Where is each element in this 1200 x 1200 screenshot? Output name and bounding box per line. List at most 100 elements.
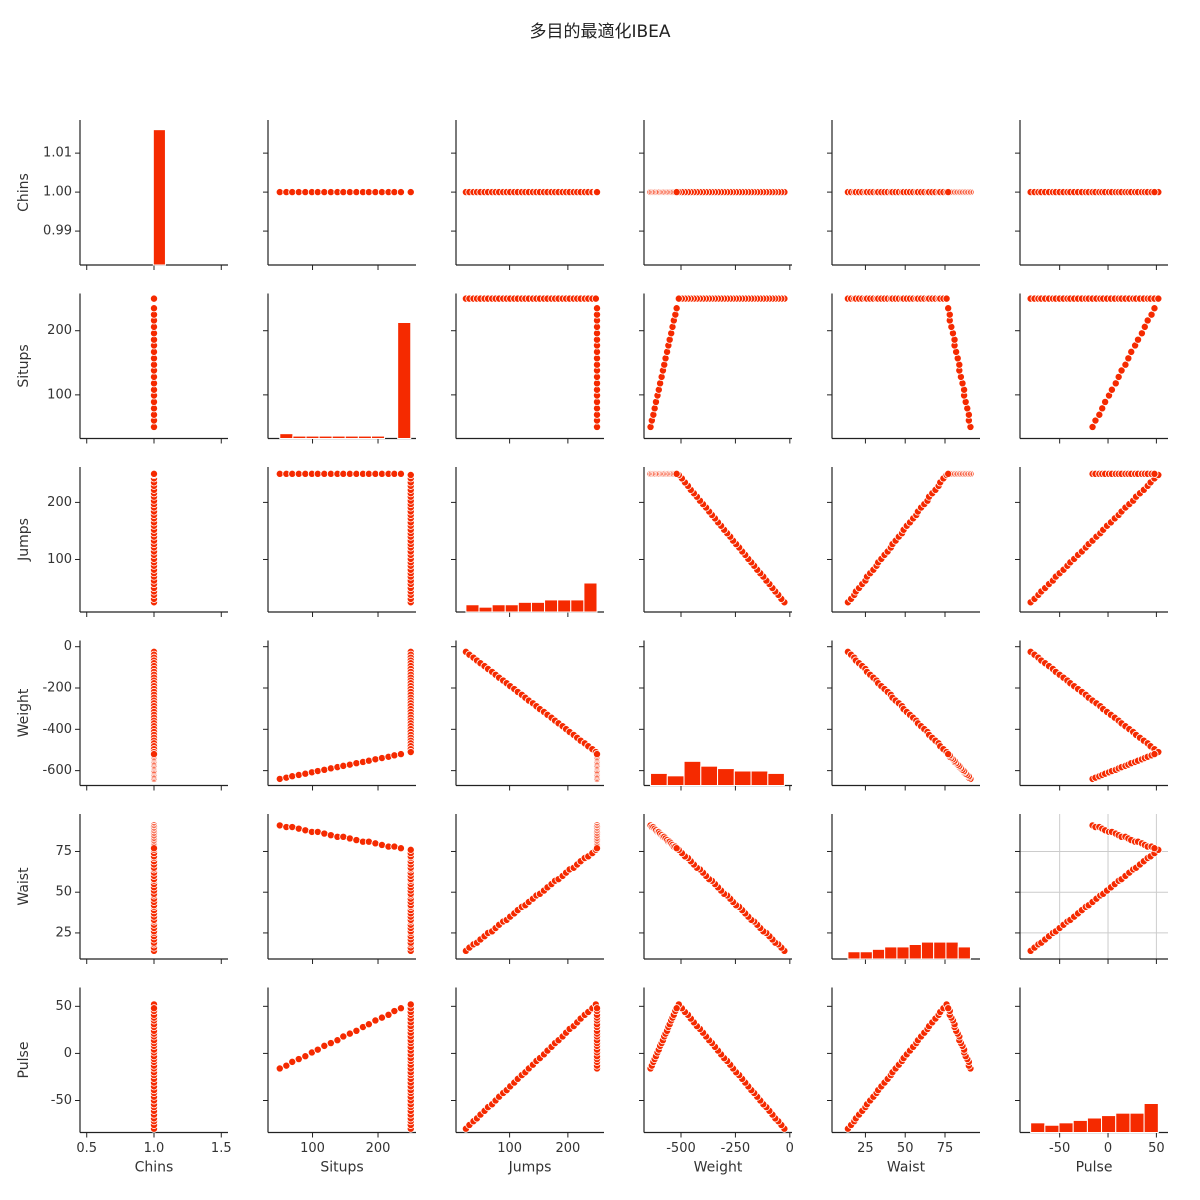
chart-title: 多目的最適化IBEA <box>529 22 670 42</box>
hist-bar <box>465 604 480 613</box>
x-axis-label: Jumps <box>508 1160 552 1176</box>
scatter-point <box>661 354 670 363</box>
x-tick-label: 25 <box>857 1141 874 1156</box>
hist-bar <box>1086 1117 1103 1133</box>
panel <box>451 814 604 964</box>
x-tick-label: 100 <box>497 1141 522 1156</box>
x-tick-label: 0 <box>786 1141 794 1156</box>
y-axis-label: Jumps <box>16 518 32 562</box>
panel <box>639 467 792 617</box>
scatter-point <box>326 764 335 773</box>
y-tick-label: -600 <box>42 763 72 778</box>
x-tick-label: -500 <box>666 1141 696 1156</box>
scatter-point <box>396 188 405 197</box>
hist-bar <box>478 606 493 613</box>
scatter-point <box>275 469 284 478</box>
y-axis-label: Waist <box>16 867 32 906</box>
panel <box>1015 640 1168 791</box>
scatter-point <box>320 765 329 774</box>
hist-bar <box>733 770 752 786</box>
panel <box>263 814 416 964</box>
panel: 25 50 75 Waist <box>16 814 228 964</box>
scatter-point <box>963 404 972 413</box>
x-tick-label: 200 <box>366 1141 391 1156</box>
hist-bar <box>666 775 685 786</box>
scatter-point <box>333 1036 342 1045</box>
y-axis-label: Chins <box>16 173 32 212</box>
scatter-point <box>956 372 965 381</box>
hist-bar <box>1058 1122 1074 1134</box>
scatter-point <box>593 750 602 759</box>
scatter-point <box>958 379 967 388</box>
y-tick-label: 1.00 <box>43 185 72 200</box>
scatter-point <box>371 839 380 848</box>
hist-bar <box>650 772 668 787</box>
hist-bar <box>370 435 386 440</box>
panel <box>1015 120 1168 270</box>
y-axis-label: Pulse <box>16 1042 32 1079</box>
y-tick-label: 0.99 <box>43 224 72 239</box>
scatter-point <box>1095 410 1104 419</box>
scatter-point <box>964 410 973 419</box>
hist-bar <box>847 951 861 960</box>
panel <box>827 120 980 270</box>
scatter-point <box>294 469 303 478</box>
panel: -600 -400 -200 0 Weight <box>16 639 228 791</box>
hist-bar <box>1030 1122 1046 1134</box>
panel: 100 200 Jumps <box>16 467 228 617</box>
y-tick-label: 200 <box>47 323 72 338</box>
scatter-point <box>1150 188 1159 197</box>
scatter-point <box>1127 347 1136 356</box>
scatter-point <box>313 827 322 836</box>
hist-bar <box>544 599 559 613</box>
scatter-point <box>364 469 373 478</box>
scatter-point <box>657 372 666 381</box>
panel <box>827 640 980 791</box>
scatter-point <box>942 294 951 303</box>
hist-bar <box>700 765 719 787</box>
scatter-point <box>1101 397 1110 406</box>
scatter-point <box>665 335 674 344</box>
x-tick-label: 200 <box>555 1141 580 1156</box>
scatter-point <box>672 1004 681 1013</box>
x-tick-label: 0 <box>1104 1141 1112 1156</box>
scatter-point <box>371 469 380 478</box>
hist-bar <box>1129 1112 1145 1133</box>
scatter-point <box>149 294 158 303</box>
scatter-point <box>396 1004 405 1013</box>
hist-bar <box>305 435 320 440</box>
scatter-point <box>149 844 158 853</box>
hist-bar <box>557 599 572 613</box>
scatter-point <box>396 844 405 853</box>
scatter-point <box>275 1064 284 1073</box>
x-axis-label: Situps <box>320 1160 363 1176</box>
scatter-point <box>345 834 354 843</box>
y-tick-label: 50 <box>55 885 72 900</box>
panel <box>639 120 792 270</box>
scatter-point <box>944 1004 953 1013</box>
scatter-point <box>288 823 297 832</box>
scatter-point <box>671 310 680 319</box>
scatter-point <box>1137 329 1146 338</box>
hist-bar <box>896 946 910 960</box>
scatter-point <box>275 188 284 197</box>
panel <box>263 120 416 270</box>
scatter-point <box>345 469 354 478</box>
scatter-point <box>371 755 380 764</box>
scatter-point <box>1124 354 1133 363</box>
hist-bar <box>583 582 598 613</box>
y-tick-label: 200 <box>47 495 72 510</box>
scatter-point <box>320 469 329 478</box>
y-tick-label: 0 <box>64 1046 72 1061</box>
y-axis-label: Situps <box>16 344 32 387</box>
scatter-point <box>950 335 959 344</box>
panel <box>827 293 980 444</box>
scatter-point <box>1134 335 1143 344</box>
scatter-point <box>320 188 329 197</box>
x-tick-label: 75 <box>937 1141 954 1156</box>
panel: -50 0 50 0.5 1.0 1.5 Pulse Chins <box>16 987 232 1176</box>
scatter-point <box>944 469 953 478</box>
scatter-point <box>672 188 681 197</box>
